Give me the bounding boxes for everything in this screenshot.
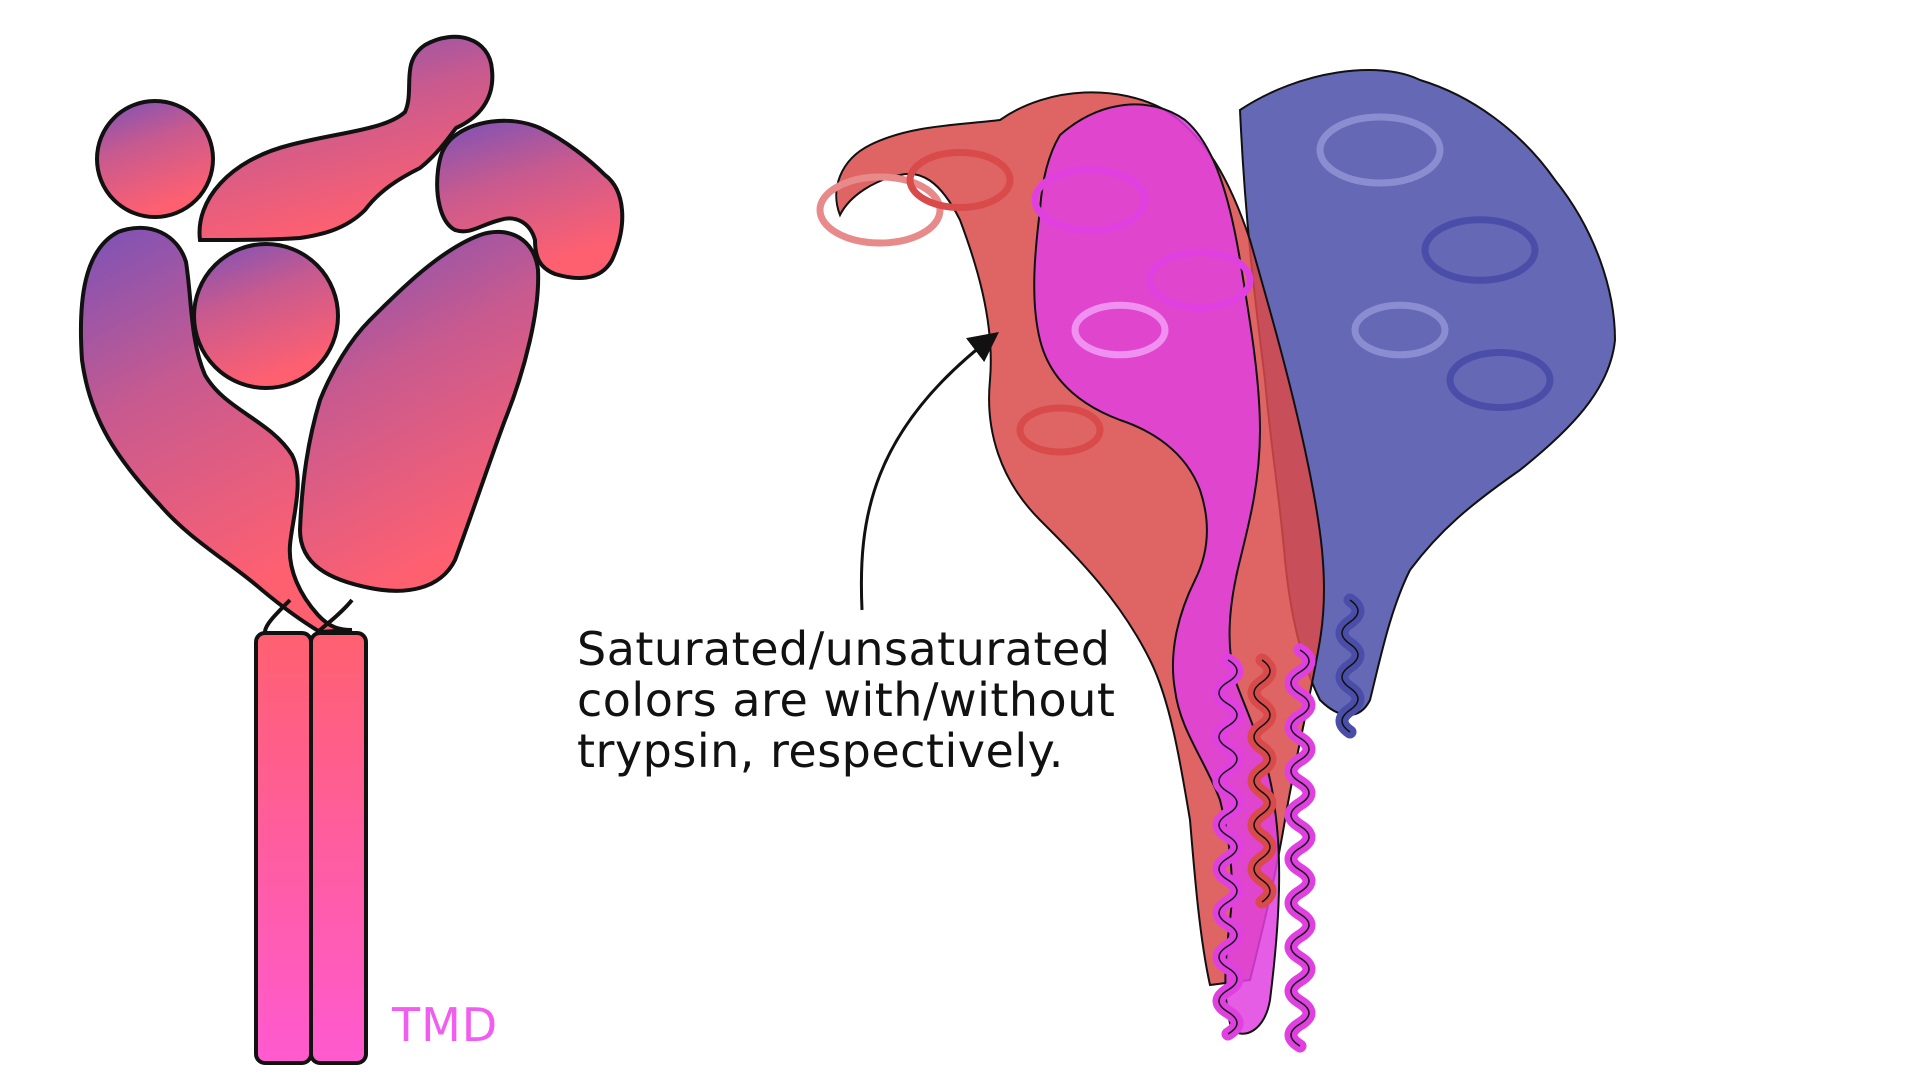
- red-loop-2: [906, 149, 1014, 211]
- protein-ribbon-structure: [816, 69, 1617, 1053]
- caption-line: colors are with/without: [577, 673, 1116, 727]
- right-large-domain: [297, 229, 541, 593]
- left-domain-lobe: [78, 225, 353, 635]
- blue-loop-2: [1421, 216, 1539, 284]
- caption-line: Saturated/unsaturated: [577, 622, 1111, 676]
- small-circle-domain-top: [95, 99, 215, 219]
- red-loop-3: [1016, 404, 1104, 456]
- tmd-helix-left: [254, 631, 313, 1065]
- top-arch-domain: [197, 34, 495, 243]
- magenta-helix-left-outline: [1218, 659, 1238, 1035]
- caption-line: trypsin, respectively.: [577, 724, 1064, 778]
- tmd-label: TMD: [392, 998, 499, 1052]
- pointer-arrow: [859, 331, 999, 611]
- right-upper-domain: [435, 118, 625, 280]
- magenta-loop-1: [1031, 166, 1149, 234]
- magenta-loop-3: [1146, 249, 1254, 311]
- central-circle-domain: [192, 242, 340, 390]
- caption: Saturated/unsaturated colors are with/wi…: [577, 624, 1177, 777]
- coiled-helices: [1212, 593, 1365, 1053]
- domain-schematic: [78, 34, 625, 1065]
- blue-loop-4: [1351, 301, 1449, 359]
- tmd-helix-right: [309, 631, 368, 1065]
- ribbon-loops: [816, 113, 1554, 456]
- magenta-loop-2: [1071, 301, 1169, 359]
- blue-loop-3: [1446, 349, 1554, 411]
- linker-left: [263, 598, 292, 633]
- red-helix-outline: [1253, 659, 1271, 903]
- blue-loop-1: [1316, 113, 1444, 187]
- linker-right: [316, 598, 354, 634]
- magenta-helix-right-outline: [1290, 649, 1310, 1047]
- red-loop-1: [816, 173, 944, 247]
- blue-helix-outline: [1341, 599, 1359, 733]
